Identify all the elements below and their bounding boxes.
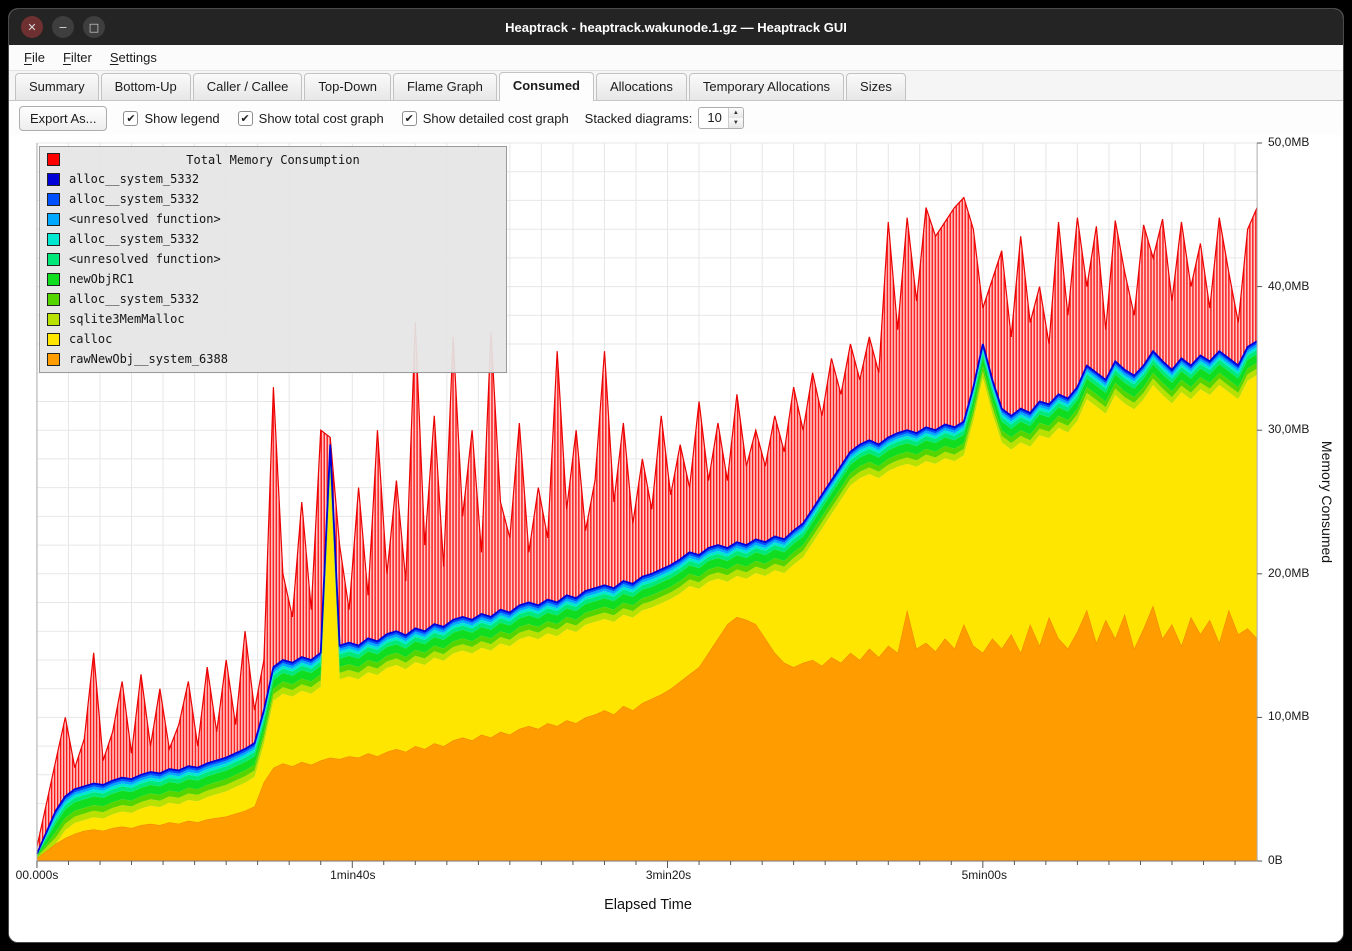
toolbar-checkboxes: ✔ Show legend ✔ Show total cost graph ✔ Show … (123, 110, 569, 126)
checkbox-box: ✔ (237, 110, 253, 126)
tab-bar: Summary Bottom-Up Caller / Callee Top-Down F… (9, 71, 1343, 101)
consumed-chart: 00.000s 1min40s 3min20s 5min00s 0B 10,0MB 20,0… (9, 135, 1343, 942)
checkbox-label: Show total cost graph (258, 110, 384, 126)
menu-filter[interactable]: Filter (62, 50, 92, 65)
checkbox-label: Show detailed cost graph (422, 110, 569, 126)
close-icon: ✕ (27, 20, 37, 34)
tab-allocations[interactable]: Allocations (596, 73, 687, 100)
legend-title-row: Total Memory Consumption (40, 150, 506, 169)
legend-swatch (47, 332, 60, 346)
maximize-icon: □ (88, 20, 100, 34)
legend-label: calloc (69, 332, 113, 346)
y-tick-label: 0B (1268, 853, 1283, 867)
legend-item: newObjRC1 (40, 269, 506, 289)
legend-swatch (47, 272, 60, 286)
toolbar: Export As... ✔ Show legend ✔ Show total cos… (9, 101, 1343, 135)
tab-summary[interactable]: Summary (15, 73, 99, 100)
checkbox-box: ✔ (123, 110, 139, 126)
checkbox-show-total-cost-graph[interactable]: ✔ Show total cost graph (237, 110, 384, 126)
axes (36, 142, 1263, 868)
spin-down-button[interactable]: ▼ (728, 118, 743, 128)
legend-label: <unresolved function> (69, 212, 221, 226)
stacked-diagrams-label: Stacked diagrams: (584, 110, 693, 126)
y-axis-title: Memory Consumed (1319, 440, 1335, 564)
menu-bar: File Filter Settings (9, 45, 1343, 71)
legend-item: calloc (40, 329, 506, 349)
legend-label: alloc__system_5332 (69, 292, 200, 306)
legend-title: Total Memory Consumption (186, 152, 360, 167)
window-maximize-button[interactable]: □ (83, 16, 105, 38)
legend-swatch (47, 153, 60, 166)
legend-item: alloc__system_5332 (40, 229, 506, 249)
minimize-icon: − (58, 20, 68, 34)
legend-item: rawNewObj__system_6388 (40, 349, 506, 369)
legend-label: alloc__system_5332 (69, 172, 200, 186)
y-tick-label: 30,0MB (1268, 422, 1310, 437)
window-title: Heaptrack - heaptrack.wakunode.1.gz — He… (505, 19, 847, 35)
legend-item: <unresolved function> (40, 249, 506, 269)
x-tick-label: 1min40s (330, 868, 376, 882)
y-tick-label: 50,0MB (1268, 135, 1310, 149)
legend-label: alloc__system_5332 (69, 192, 200, 206)
spinner-buttons: ▲ ▼ (727, 108, 743, 128)
legend-swatch (47, 312, 60, 326)
checkbox-show-legend[interactable]: ✔ Show legend (123, 110, 220, 126)
legend-label: newObjRC1 (69, 272, 135, 286)
legend-item: <unresolved function> (40, 209, 506, 229)
y-tick-label: 10,0MB (1268, 709, 1310, 724)
legend-swatch (47, 292, 60, 306)
tab-temporary-allocations[interactable]: Temporary Allocations (688, 73, 845, 100)
legend-item: alloc__system_5332 (40, 169, 506, 189)
checkbox-box: ✔ (401, 110, 417, 126)
checkbox-label: Show legend (144, 110, 220, 126)
tab-caller-callee[interactable]: Caller / Callee (192, 73, 303, 100)
legend-swatch (47, 192, 60, 206)
tab-flame-graph[interactable]: Flame Graph (392, 73, 497, 100)
legend-item: alloc__system_5332 (40, 289, 506, 309)
tab-consumed[interactable]: Consumed (498, 72, 594, 101)
menu-file[interactable]: File (24, 50, 45, 65)
memory-consumption-plot[interactable] (9, 135, 1343, 942)
export-as-button[interactable]: Export As... (19, 105, 108, 131)
window-close-button[interactable]: ✕ (21, 16, 43, 38)
menu-settings[interactable]: Settings (109, 50, 157, 65)
y-tick-label: 40,0MB (1268, 278, 1310, 293)
legend-swatch (47, 352, 60, 366)
chart-legend: Total Memory Consumption alloc__system_53… (39, 146, 507, 373)
legend-swatch (47, 232, 60, 246)
legend-item: alloc__system_5332 (40, 189, 506, 209)
legend-label: sqlite3MemMalloc (69, 312, 185, 326)
legend-item: sqlite3MemMalloc (40, 309, 506, 329)
window-controls: ✕ − □ (21, 16, 105, 38)
x-tick-label: 5min00s (961, 868, 1007, 882)
spin-up-button[interactable]: ▲ (728, 108, 743, 118)
window-minimize-button[interactable]: − (52, 16, 74, 38)
legend-label: alloc__system_5332 (69, 232, 200, 246)
heaptrack-window: ✕ − □ Heaptrack - heaptrack.wakunode.1.g… (8, 8, 1344, 943)
legend-label: rawNewObj__system_6388 (69, 352, 228, 366)
tab-bottom-up[interactable]: Bottom-Up (100, 73, 191, 100)
x-tick-label: 00.000s (15, 868, 59, 882)
tab-sizes[interactable]: Sizes (846, 73, 906, 100)
x-axis-title: Elapsed Time (604, 897, 692, 913)
stacked-diagrams-spinbox[interactable]: 10 ▲ ▼ (698, 107, 744, 129)
legend-label: <unresolved function> (69, 252, 221, 266)
legend-swatch (47, 252, 60, 266)
stacked-diagrams-group: Stacked diagrams: 10 ▲ ▼ (585, 107, 744, 129)
checkbox-show-detailed-cost-graph[interactable]: ✔ Show detailed cost graph (401, 110, 569, 126)
stacked-diagrams-value: 10 (707, 110, 722, 125)
legend-swatch (47, 172, 60, 186)
y-tick-label: 20,0MB (1268, 565, 1310, 580)
tab-top-down[interactable]: Top-Down (304, 73, 391, 100)
x-tick-label: 3min20s (645, 868, 692, 882)
legend-swatch (47, 212, 60, 226)
titlebar: ✕ − □ Heaptrack - heaptrack.wakunode.1.g… (9, 9, 1343, 45)
